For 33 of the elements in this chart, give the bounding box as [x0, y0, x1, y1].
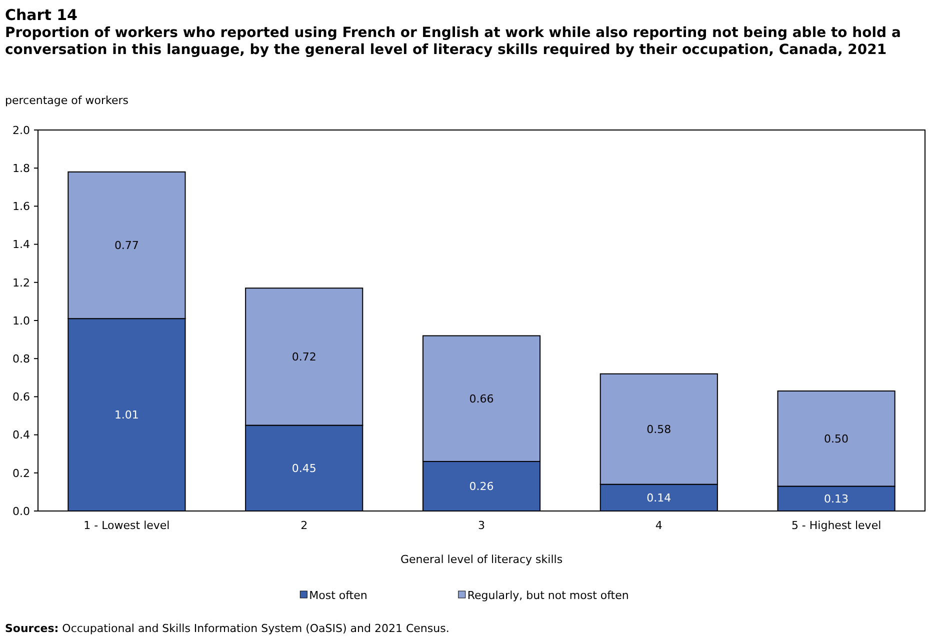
legend-label: Regularly, but not most often [467, 588, 629, 602]
x-axis-title: General level of literacy skills [400, 553, 563, 566]
y-tick-label: 1.2 [12, 276, 30, 290]
chart-title: Chart 14 [5, 6, 78, 24]
x-tick-label: 2 [300, 519, 308, 532]
y-tick-label: 0.8 [12, 352, 30, 366]
source-note: Sources: Occupational and Skills Information System (OaSIS) and 2021 Census. [5, 622, 450, 635]
data-label: 0.58 [646, 422, 672, 436]
y-tick-label: 1.4 [12, 238, 30, 252]
y-tick-label: 1.0 [12, 314, 30, 328]
data-label: 0.66 [469, 392, 494, 406]
data-label: 0.45 [292, 462, 316, 475]
x-tick-label: 4 [655, 519, 662, 532]
data-label: 0.72 [292, 350, 316, 364]
y-tick-label: 1.6 [12, 200, 30, 214]
y-tick-label: 0.0 [12, 504, 30, 518]
y-tick-label: 0.2 [12, 466, 30, 480]
data-label: 0.14 [646, 492, 672, 505]
y-tick-label: 1.8 [12, 162, 30, 175]
y-tick-label: 0.4 [12, 428, 30, 442]
y-tick-label: 2.0 [12, 124, 30, 137]
y-tick-label: 0.6 [12, 390, 30, 404]
x-tick-label: 1 - Lowest level [84, 519, 170, 532]
x-tick-label: 5 - Highest level [791, 519, 882, 532]
legend-label: Most often [309, 588, 368, 602]
data-label: 0.77 [114, 239, 139, 252]
y-axis-title: percentage of workers [5, 94, 129, 107]
x-tick-label: 3 [478, 519, 485, 532]
data-label: 0.50 [824, 432, 849, 446]
data-label: 0.26 [469, 480, 494, 494]
chart-subtitle: Proportion of workers who reported using French or English at work while also reporting not being able to hold a conversation in this language, by the general level of literacy skills required by their occupation, Canada, 2021 [5, 25, 901, 58]
data-label: 1.01 [114, 408, 139, 422]
data-label: 0.13 [824, 492, 849, 506]
